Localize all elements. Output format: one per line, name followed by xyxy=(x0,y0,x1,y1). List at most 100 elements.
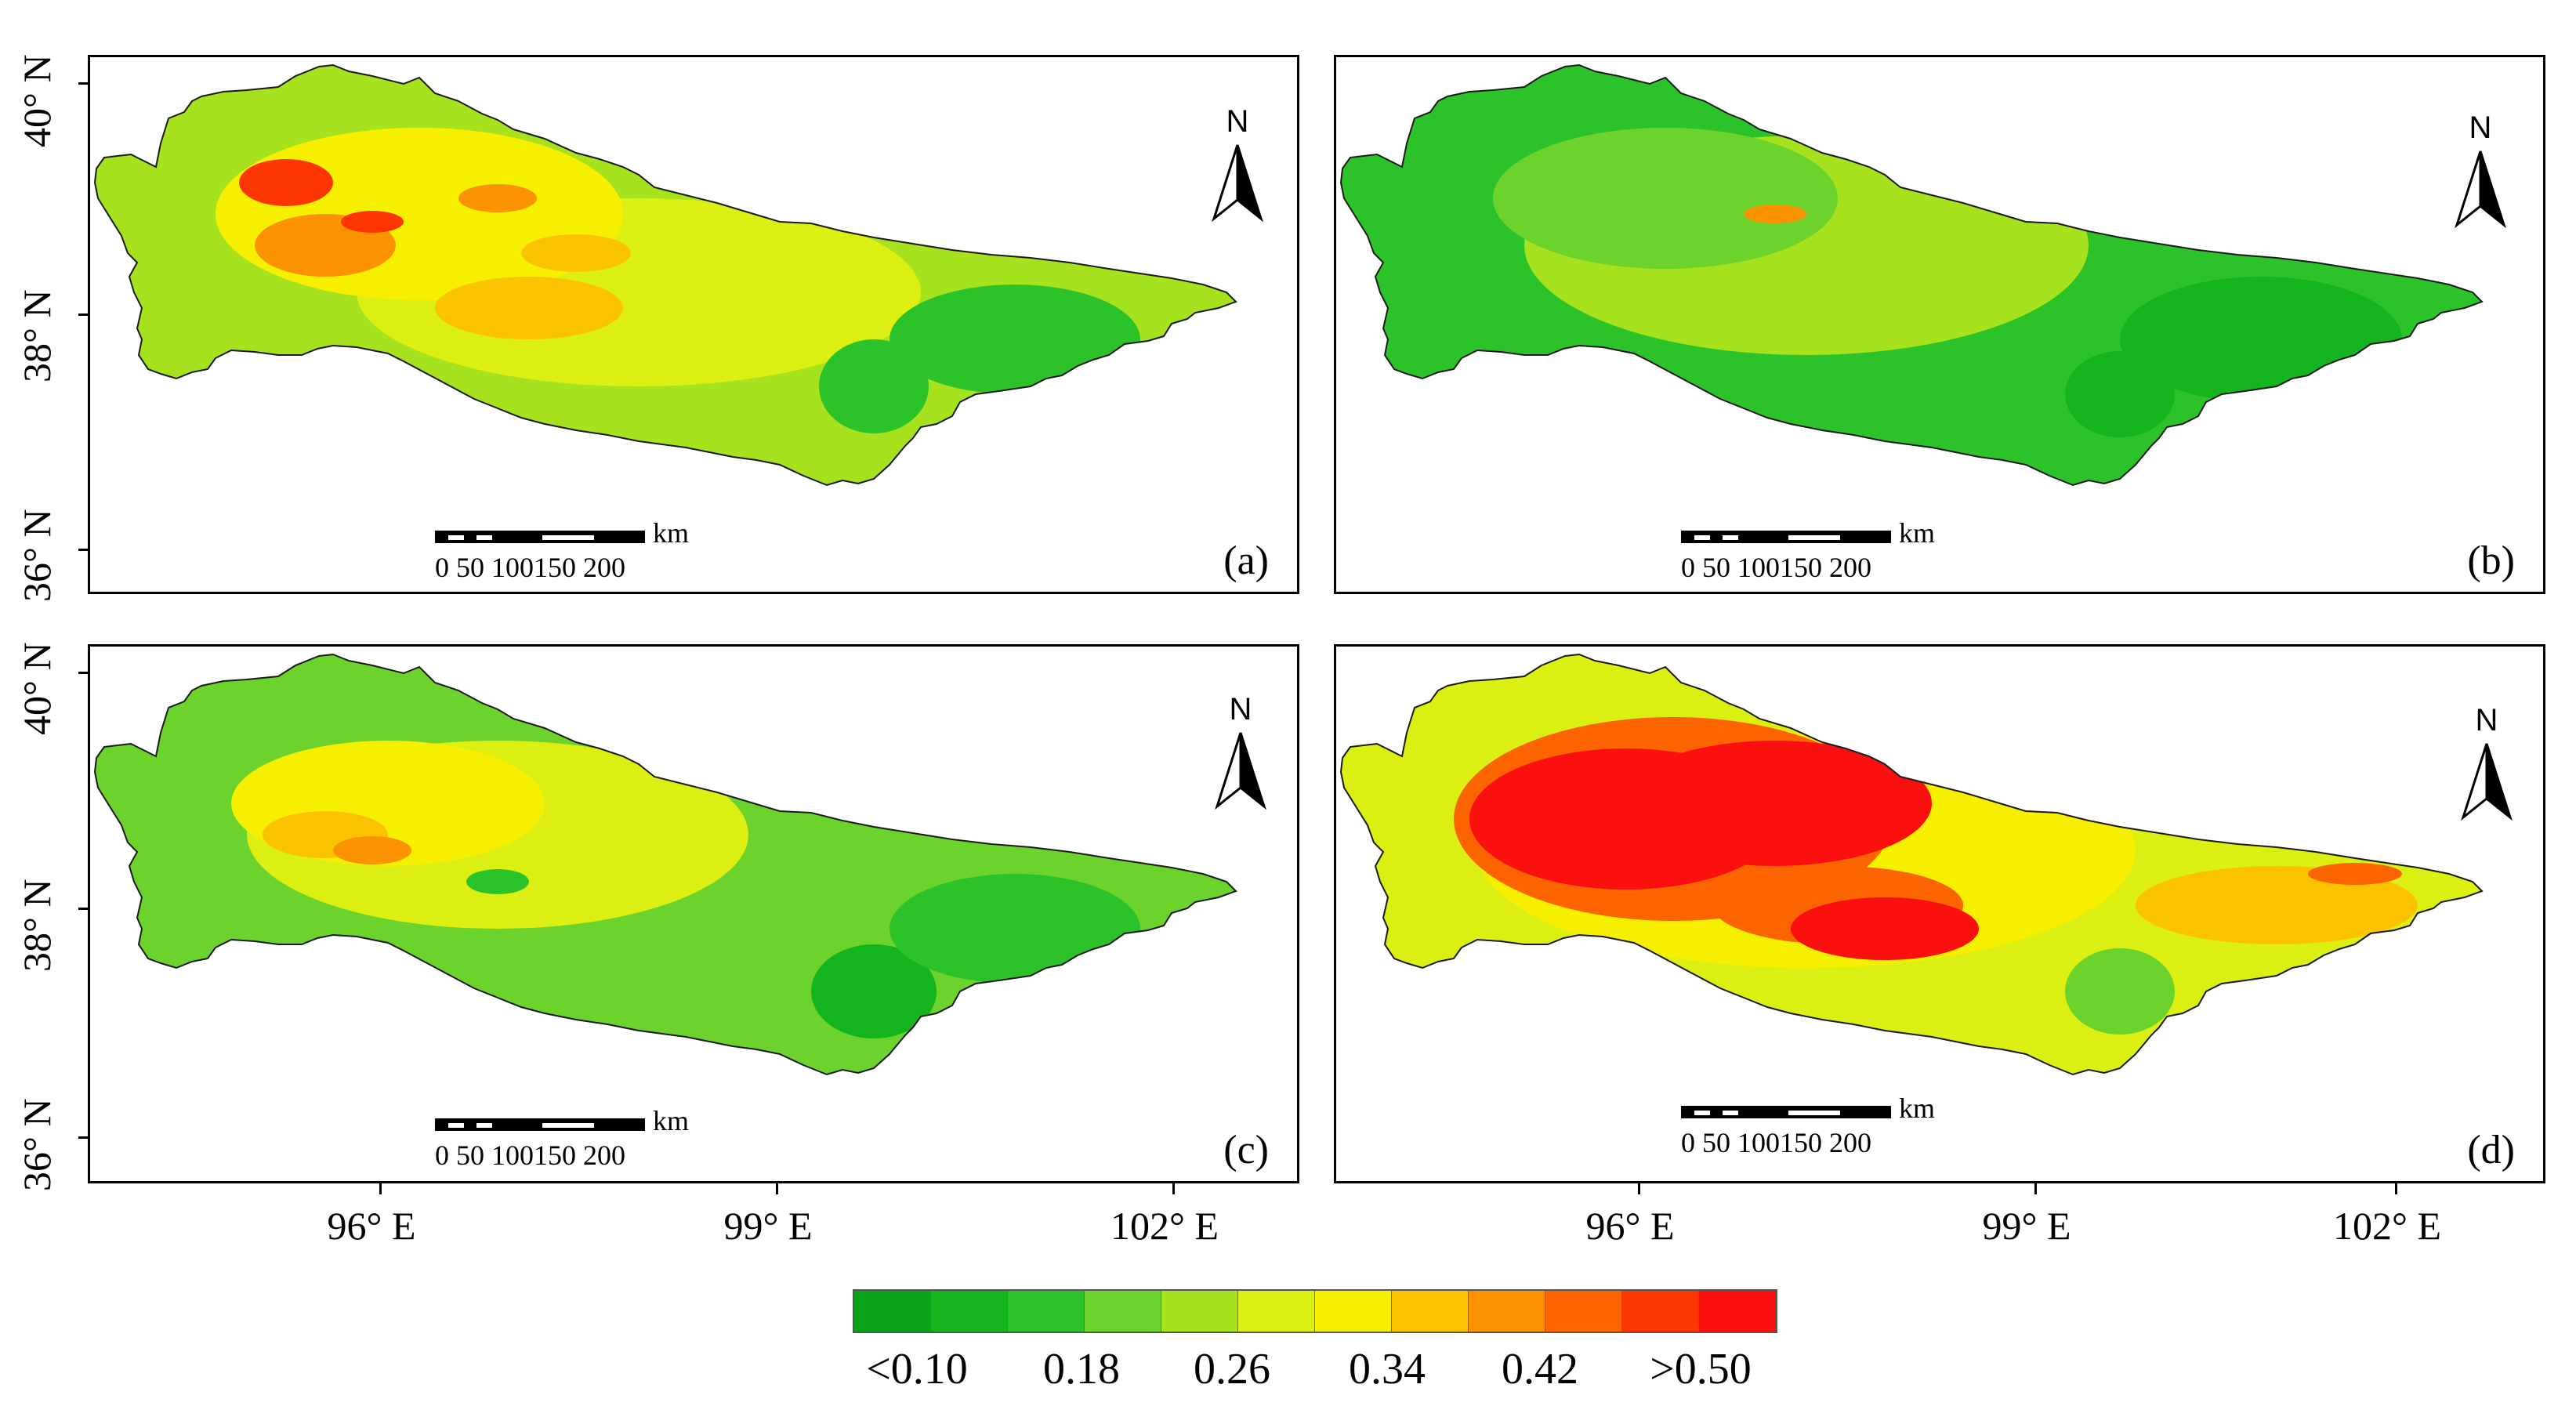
scale-bar: km 0 50 100150 200 xyxy=(435,1105,701,1181)
north-arrow-icon xyxy=(1212,144,1239,223)
region-map-b xyxy=(1339,63,2484,487)
north-arrow-letter: N xyxy=(1226,104,1249,139)
legend-label-5: >0.50 xyxy=(1650,1345,1752,1393)
legend-swatch-1 xyxy=(931,1291,1008,1332)
y-tick xyxy=(78,908,89,910)
north-arrow-icon xyxy=(2461,743,2488,821)
value-patch xyxy=(458,184,537,212)
legend-swatch-6 xyxy=(1315,1291,1392,1332)
north-arrow-icon xyxy=(1215,732,1242,810)
x-tick xyxy=(2034,1183,2037,1194)
region-map-c xyxy=(93,653,1237,1076)
legend-swatch-3 xyxy=(1085,1291,1161,1332)
scale-unit: km xyxy=(653,517,690,549)
scale-bar: km 0 50 100150 200 xyxy=(1681,1093,1947,1173)
panel-label: (a) xyxy=(1223,538,1269,583)
x-tick xyxy=(2395,1183,2397,1194)
value-patch xyxy=(2136,866,2418,944)
region-map-d xyxy=(1339,653,2484,1076)
value-patch xyxy=(889,284,1140,394)
map-panel-a: N km 0 50 100150 200 (a) xyxy=(88,55,1299,594)
legend-label-0: <0.10 xyxy=(866,1345,968,1393)
y-label-38n-top: 38° N xyxy=(15,289,59,382)
panel-label: (d) xyxy=(2467,1128,2515,1172)
legend-swatch-9 xyxy=(1545,1291,1622,1332)
value-patch xyxy=(1744,205,1806,223)
region-map-a xyxy=(93,63,1237,487)
x-label-102e-left: 102° E xyxy=(1110,1204,1219,1248)
region-boundary xyxy=(1339,653,2484,1076)
y-tick xyxy=(78,82,89,85)
color-legend xyxy=(853,1289,1777,1333)
x-label-99e-left: 99° E xyxy=(723,1204,813,1248)
north-arrow: N xyxy=(1206,104,1269,230)
value-patch xyxy=(819,339,929,433)
scale-bar: km 0 50 100150 200 xyxy=(435,517,701,592)
north-arrow: N xyxy=(2449,111,2512,236)
scale-bar: km 0 50 100150 200 xyxy=(1681,517,1947,592)
scale-ticks: 0 50 100150 200 xyxy=(435,1140,625,1171)
north-arrow: N xyxy=(1209,692,1272,817)
legend-label-2: 0.26 xyxy=(1194,1345,1270,1393)
y-label-36n-bottom: 36° N xyxy=(15,1098,59,1191)
legend-swatch-4 xyxy=(1161,1291,1238,1332)
north-arrow-icon xyxy=(2455,150,2482,229)
value-patch xyxy=(2065,948,2175,1035)
y-label-40n-bottom: 40° N xyxy=(15,642,59,735)
x-tick xyxy=(776,1183,778,1194)
north-arrow-letter: N xyxy=(2475,703,2498,737)
y-tick xyxy=(78,672,89,674)
y-label-40n-top: 40° N xyxy=(15,54,59,147)
y-tick xyxy=(78,1136,89,1139)
north-arrow-letter: N xyxy=(1229,692,1252,727)
value-patch xyxy=(2120,277,2402,402)
x-tick xyxy=(1172,1183,1175,1194)
value-patch xyxy=(216,128,623,300)
scale-ticks: 0 50 100150 200 xyxy=(1681,552,1871,583)
region-boundary xyxy=(93,63,1237,487)
legend-swatch-7 xyxy=(1392,1291,1469,1332)
x-label-96e-left: 96° E xyxy=(327,1204,416,1248)
x-label-102e-right: 102° E xyxy=(2332,1204,2442,1248)
x-tick xyxy=(379,1183,382,1194)
value-patch xyxy=(1791,897,1979,960)
value-patch xyxy=(811,944,937,1038)
panel-label: (c) xyxy=(1223,1128,1269,1172)
legend-swatch-2 xyxy=(1008,1291,1085,1332)
legend-swatch-11 xyxy=(1699,1291,1776,1332)
y-label-36n-top: 36° N xyxy=(15,509,59,602)
scale-unit: km xyxy=(653,1105,690,1136)
legend-swatch-8 xyxy=(1469,1291,1545,1332)
scale-ticks: 0 50 100150 200 xyxy=(435,552,625,583)
value-patch xyxy=(1493,128,1838,269)
region-boundary xyxy=(1339,63,2484,487)
legend-label-1: 0.18 xyxy=(1043,1345,1120,1393)
map-panel-c: N km 0 50 100150 200 (c) xyxy=(88,644,1299,1183)
legend-label-3: 0.34 xyxy=(1349,1345,1426,1393)
value-patch xyxy=(2308,863,2402,885)
map-panel-b: N km 0 50 100150 200 (b) xyxy=(1334,55,2545,594)
value-patch xyxy=(435,277,623,339)
scale-unit: km xyxy=(1899,1093,1936,1124)
value-patch xyxy=(466,869,529,894)
value-patch xyxy=(889,874,1140,984)
region-boundary xyxy=(93,653,1237,1076)
value-patch xyxy=(333,836,411,864)
value-patch xyxy=(1618,741,1932,866)
north-arrow-letter: N xyxy=(2469,111,2492,145)
map-panel-d: N km 0 50 100150 200 (d) xyxy=(1334,644,2545,1183)
x-tick xyxy=(1638,1183,1640,1194)
y-tick xyxy=(78,549,89,551)
value-patch xyxy=(341,211,404,233)
north-arrow: N xyxy=(2455,703,2518,828)
legend-label-4: 0.42 xyxy=(1502,1345,1578,1393)
panel-label: (b) xyxy=(2467,538,2515,583)
value-patch xyxy=(521,234,631,272)
y-tick xyxy=(78,313,89,316)
x-label-99e-right: 99° E xyxy=(1982,1204,2071,1248)
value-patch xyxy=(239,159,333,206)
scale-ticks: 0 50 100150 200 xyxy=(1681,1127,1871,1158)
legend-swatch-0 xyxy=(854,1291,931,1332)
legend-swatch-5 xyxy=(1238,1291,1315,1332)
scale-unit: km xyxy=(1899,517,1936,549)
